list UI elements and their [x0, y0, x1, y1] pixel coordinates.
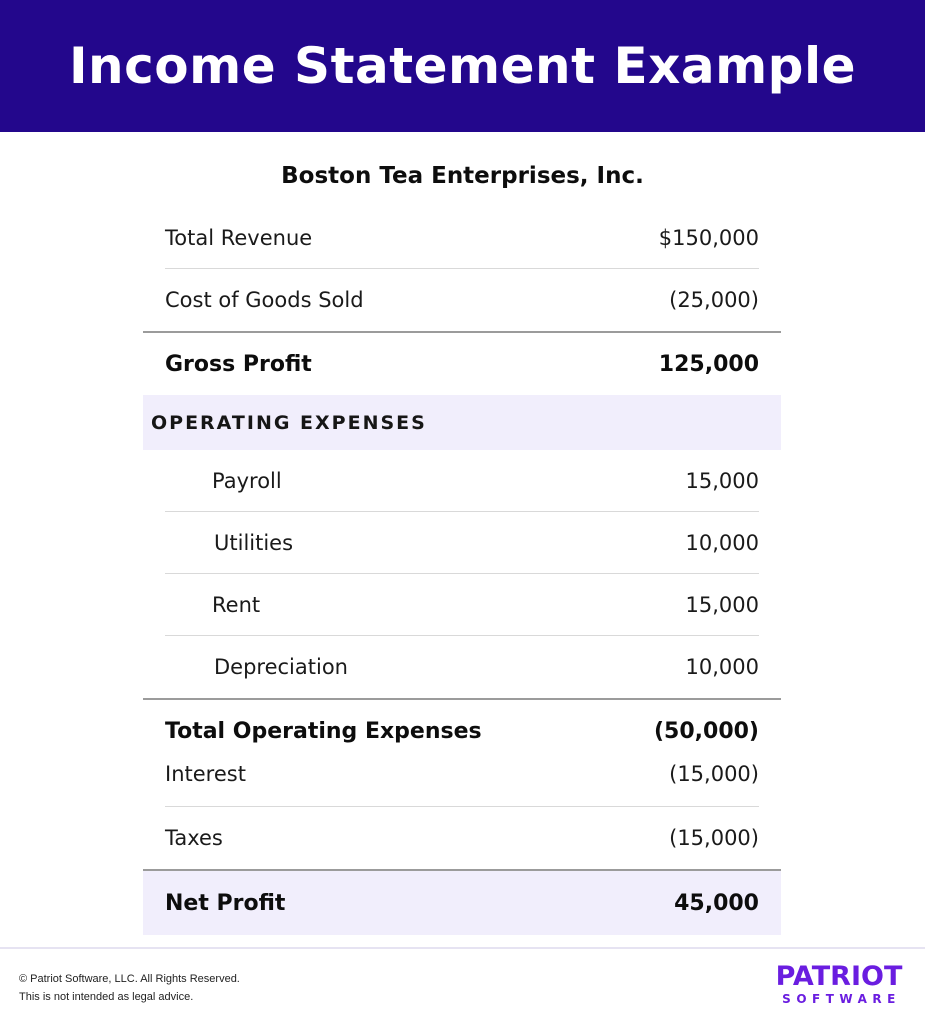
row-value: 15,000: [685, 593, 759, 617]
copyright-text: © Patriot Software, LLC. All Rights Rese…: [19, 973, 240, 985]
row-value: (15,000): [669, 826, 759, 850]
logo-wordmark-top: PATRIOT: [775, 961, 903, 992]
divider-rule: [143, 869, 781, 871]
row-total-operating-expenses: Total Operating Expenses (50,000): [143, 700, 781, 762]
row-value: 10,000: [685, 655, 759, 679]
footer-divider: [0, 947, 925, 949]
row-label: Taxes: [165, 826, 223, 850]
title-banner: Income Statement Example: [0, 0, 925, 132]
row-label: Rent: [212, 593, 261, 617]
page-title: Income Statement Example: [68, 37, 857, 95]
logo-wordmark-bottom: SOFTWARE: [782, 992, 901, 1006]
row-value: 45,000: [674, 890, 759, 916]
divider-rule: [143, 331, 781, 333]
row-value: (50,000): [653, 718, 759, 744]
row-total-revenue: Total Revenue $150,000: [143, 207, 781, 269]
company-name: Boston Tea Enterprises, Inc.: [281, 163, 644, 189]
footer-legal: © Patriot Software, LLC. All Rights Rese…: [19, 970, 240, 1006]
disclaimer-text: This is not intended as legal advice.: [19, 991, 194, 1003]
row-taxes: Taxes (15,000): [143, 807, 781, 869]
row-label: Interest: [165, 762, 246, 786]
income-statement-table: Total Revenue $150,000 Cost of Goods Sol…: [143, 207, 781, 935]
row-value: 10,000: [685, 531, 759, 555]
row-label: Payroll: [212, 469, 282, 493]
row-net-profit: Net Profit 45,000: [143, 871, 781, 935]
divider-rule: [143, 698, 781, 700]
row-rent: Rent 15,000: [143, 574, 781, 636]
row-payroll: Payroll 15,000: [143, 450, 781, 512]
row-value: (25,000): [669, 288, 759, 312]
row-depreciation: Depreciation 10,000: [143, 636, 781, 698]
row-label: Cost of Goods Sold: [165, 288, 364, 312]
patriot-software-logo: PATRIOT SOFTWARE: [773, 963, 905, 1007]
row-cost-of-goods-sold: Cost of Goods Sold (25,000): [143, 269, 781, 331]
row-gross-profit: Gross Profit 125,000: [143, 333, 781, 395]
row-value: (15,000): [669, 762, 759, 786]
row-value: 125,000: [658, 351, 759, 377]
row-label: Depreciation: [214, 655, 348, 679]
row-value: $150,000: [658, 226, 759, 250]
section-heading-operating-expenses: OPERATING EXPENSES: [143, 395, 781, 450]
row-utilities: Utilities 10,000: [143, 512, 781, 574]
row-label: Total Revenue: [165, 226, 313, 250]
row-interest: Interest (15,000): [143, 762, 781, 807]
row-label: Utilities: [214, 531, 294, 555]
row-label: Gross Profit: [165, 351, 312, 377]
row-label: Net Profit: [165, 890, 286, 916]
row-value: 15,000: [685, 469, 759, 493]
row-label: Total Operating Expenses: [165, 718, 482, 744]
